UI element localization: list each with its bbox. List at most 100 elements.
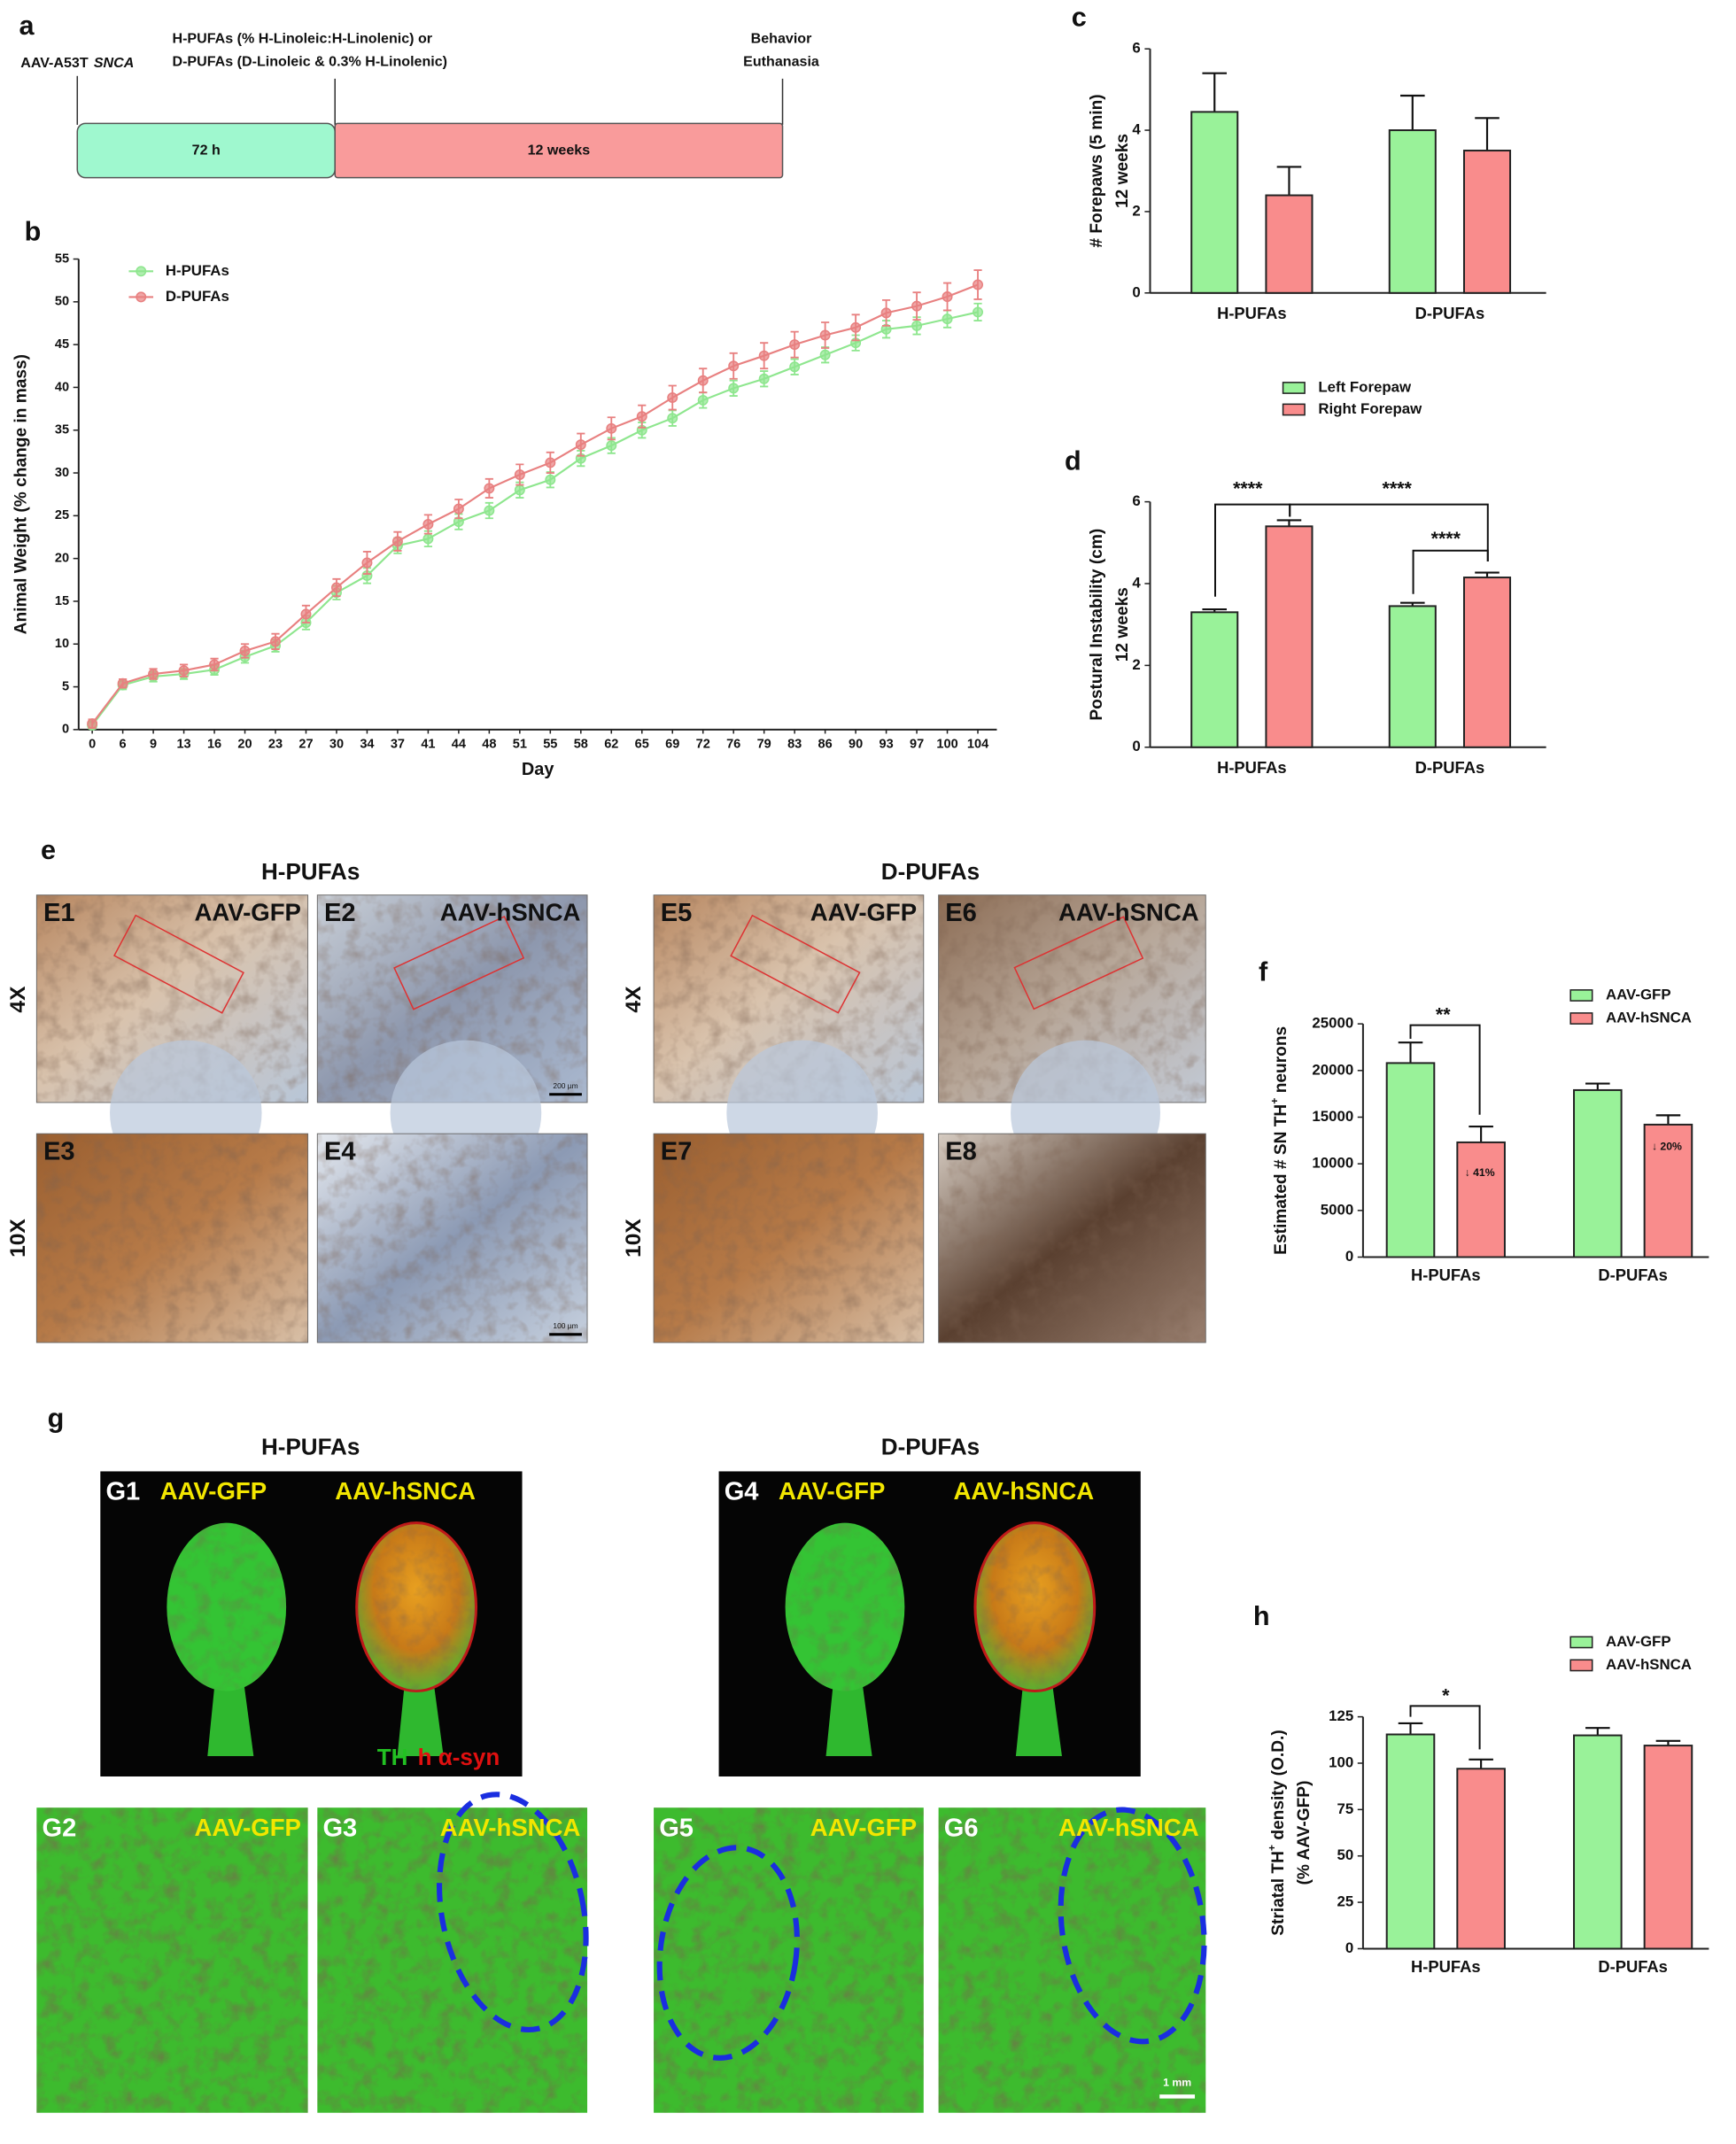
- data-point: [575, 439, 586, 451]
- condition-label: AAV-hSNCA: [440, 1814, 581, 1841]
- panel-tag: E3: [43, 1137, 75, 1165]
- y-tick-label: 6: [1132, 40, 1140, 57]
- x-tick-label: 34: [360, 738, 374, 752]
- y-tick-label: 0: [1132, 738, 1140, 755]
- data-point: [545, 474, 556, 485]
- bar: [1462, 577, 1512, 748]
- y-tick-label: 15: [55, 594, 69, 608]
- scale-label: 1 mm: [1163, 2076, 1191, 2088]
- data-point: [942, 313, 953, 325]
- timeline-phase: [334, 122, 784, 179]
- label-part: +: [1268, 1098, 1281, 1104]
- panel-tag: E5: [661, 899, 693, 927]
- bar: [1388, 129, 1437, 294]
- condition-label: AAV-hSNCA: [440, 898, 581, 925]
- data-point: [789, 339, 801, 351]
- data-point: [880, 307, 892, 319]
- error-bar: [1276, 166, 1302, 196]
- panel-tag: G6: [944, 1814, 979, 1842]
- y-tick-label: 0: [1345, 1248, 1353, 1265]
- fluorescence-texture: [938, 1807, 1206, 2113]
- bracket: [1289, 503, 1489, 561]
- data-point: [361, 557, 373, 569]
- x-tick-label: D-PUFAs: [1598, 1957, 1668, 1976]
- legend-swatch: [1569, 1659, 1593, 1672]
- error-bar: [1202, 72, 1228, 112]
- y-tick-label: 0: [62, 723, 69, 737]
- roi-box: [730, 914, 861, 1014]
- group-title: H-PUFAs: [261, 1433, 360, 1459]
- data-point: [728, 383, 740, 394]
- data-point: [209, 659, 221, 670]
- annotation: ****: [1383, 477, 1413, 499]
- y-axis-label: Animal Weight (% change in mass): [12, 354, 31, 634]
- panel-label: a: [19, 11, 35, 41]
- start-text: AAV-A53T: [20, 55, 89, 71]
- fluorescence-texture: [36, 1807, 308, 2113]
- panel-label: g: [48, 1403, 65, 1433]
- panel-label: f: [1259, 957, 1268, 987]
- annotation: ↓ 20%: [1652, 1141, 1682, 1153]
- phase-label: 72 h: [192, 142, 221, 158]
- condition-label: AAV-hSNCA: [335, 1477, 476, 1505]
- label-part: density (O.D.): [1269, 1730, 1288, 1845]
- group-title: D-PUFAs: [881, 858, 980, 885]
- data-point: [270, 636, 281, 647]
- x-tick-label: 93: [880, 738, 894, 752]
- scale-label: 100 µm: [553, 1321, 577, 1330]
- y-axis-label: Postural Instability (cm): [1088, 529, 1106, 721]
- striatum-stem: [825, 1675, 872, 1757]
- condition-label: AAV-GFP: [160, 1477, 267, 1505]
- error-bar: [1585, 1082, 1610, 1090]
- x-tick-label: 62: [604, 738, 618, 752]
- legend-label: AAV-GFP: [1606, 1633, 1671, 1650]
- y-tick-label: 15000: [1312, 1108, 1353, 1125]
- condition-label: AAV-GFP: [195, 1814, 301, 1841]
- x-tick-label: 51: [513, 738, 527, 752]
- x-tick-label: 27: [298, 738, 313, 752]
- y-tick-label: 125: [1329, 1707, 1353, 1724]
- panel-label: e: [41, 835, 56, 865]
- x-tick-label: 72: [696, 738, 710, 752]
- scale-label: 200 µm: [553, 1081, 577, 1090]
- panel-tag: G2: [42, 1814, 76, 1842]
- y-tick-label: 25: [55, 508, 69, 522]
- legend-swatch: [1569, 989, 1593, 1002]
- striatum-texture: [785, 1522, 905, 1691]
- annotation: *: [1442, 1684, 1450, 1706]
- roi-box: [1013, 916, 1144, 1010]
- error-bar: [1469, 1125, 1493, 1142]
- label-part: 12 weeks: [1113, 587, 1132, 662]
- x-tick-label: 41: [421, 738, 435, 752]
- legend-swatch: [1569, 1012, 1593, 1025]
- micrograph-texture: [938, 1134, 1206, 1343]
- panel-tag: E2: [324, 899, 356, 927]
- striatum-stem: [207, 1675, 254, 1757]
- x-tick-label: H-PUFAs: [1411, 1957, 1481, 1976]
- label-part: (% AAV-GFP): [1295, 1781, 1314, 1885]
- data-point: [117, 677, 128, 689]
- x-tick-label: D-PUFAs: [1415, 304, 1485, 322]
- y-tick-label: 5000: [1321, 1201, 1353, 1218]
- striatum-stem: [397, 1675, 444, 1757]
- legend-label: AAV-hSNCA: [1606, 1009, 1692, 1026]
- y-axis-label: Striatal TH+ density (O.D.): [1266, 1730, 1288, 1935]
- bar: [1385, 1062, 1436, 1258]
- magnification: 4X: [6, 986, 30, 1013]
- roi-outline: [436, 1792, 589, 2033]
- legend-label: Right Forepaw: [1318, 400, 1422, 417]
- roi-box: [112, 914, 244, 1014]
- data-point: [697, 394, 709, 406]
- data-point: [484, 483, 495, 494]
- y-tick-label: 100: [1329, 1753, 1353, 1770]
- y-tick-label: 20: [55, 551, 69, 565]
- legend-label: AAV-GFP: [1606, 986, 1671, 1002]
- y-tick-label: 55: [55, 252, 69, 266]
- error-bar: [1655, 1114, 1681, 1125]
- legend-swatch: [1282, 382, 1306, 394]
- y-tick-label: 75: [1337, 1800, 1353, 1817]
- bar: [1265, 194, 1314, 294]
- condition-label: AAV-GFP: [810, 1814, 917, 1841]
- x-tick-label: 37: [391, 738, 405, 752]
